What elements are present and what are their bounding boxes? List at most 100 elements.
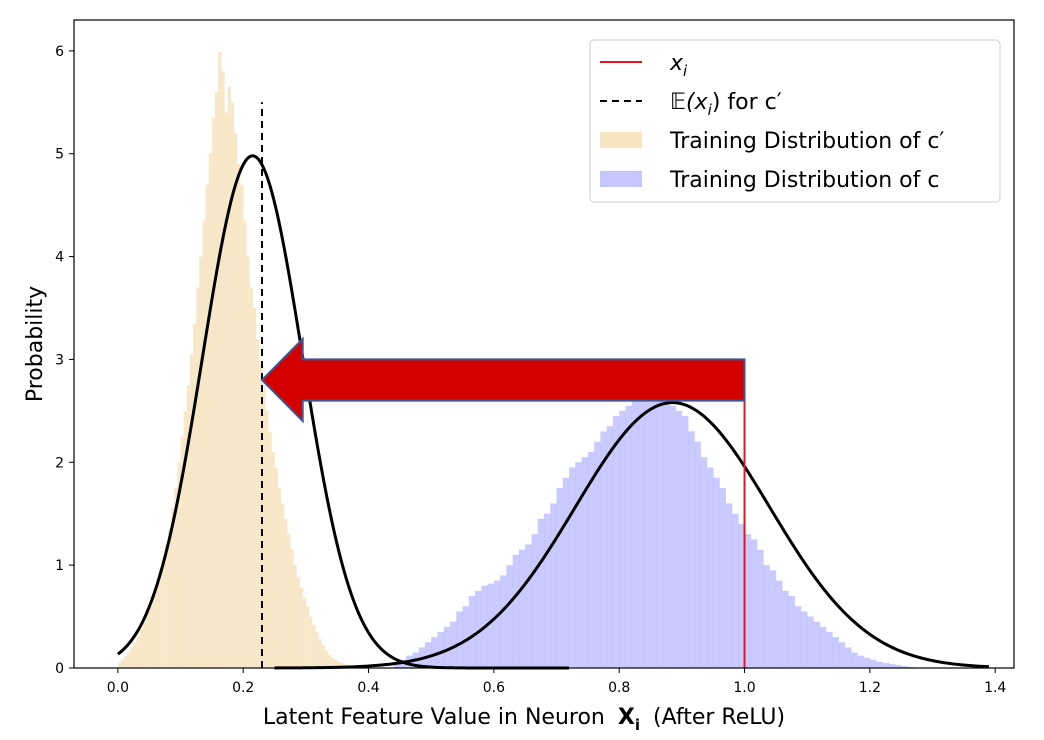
x-tick-label: 1.2 xyxy=(859,680,881,696)
histogram-bar xyxy=(133,642,137,668)
y-tick-label: 4 xyxy=(55,250,64,266)
histogram-bar xyxy=(334,659,338,668)
histogram-bar xyxy=(218,51,222,668)
histogram-bar xyxy=(493,580,501,668)
plot-frame xyxy=(73,19,1015,669)
histogram-bar xyxy=(193,323,197,668)
ticks: 0.0 0.2 0.4 0.6 0.8 1.0 1.2 1.4 0 1 2 3 4 5 6 xyxy=(55,44,1006,696)
histogram-bar xyxy=(136,637,141,668)
histogram-bar xyxy=(518,549,526,668)
histogram-bar xyxy=(581,457,589,668)
histogram-bar xyxy=(305,606,310,668)
histogram-bar xyxy=(211,117,216,668)
histogram-bar xyxy=(393,662,401,668)
histogram-bar xyxy=(531,534,539,668)
x-axis-label-suffix: (After ReLU) xyxy=(653,705,785,730)
histogram-bar xyxy=(832,637,839,668)
histogram-bar xyxy=(894,664,902,668)
histogram-bar xyxy=(268,431,272,668)
x-axis-label-subscript: i xyxy=(635,716,640,734)
histogram-bar xyxy=(164,544,169,668)
x-tick-label: 0.8 xyxy=(608,680,630,696)
histogram-bar xyxy=(243,220,247,669)
legend-label-main: Training Distribution of c′ xyxy=(669,129,944,154)
histogram-bar xyxy=(296,577,300,668)
histogram-bar xyxy=(249,287,253,668)
y-axis-label: Probability xyxy=(23,286,48,402)
histogram-bar xyxy=(706,467,714,668)
histogram-bar xyxy=(819,626,827,668)
arrow-shape xyxy=(260,336,746,424)
histogram-bar xyxy=(227,86,231,669)
y-tick-label: 2 xyxy=(55,455,64,471)
histogram-bar xyxy=(158,570,163,668)
histogram-bar xyxy=(124,655,128,668)
histogram-bar xyxy=(631,400,639,668)
histogram-bar xyxy=(324,650,329,668)
histogram-bar xyxy=(844,647,852,668)
histogram-bar xyxy=(901,665,908,668)
histogram-bar xyxy=(775,580,783,668)
histogram-bar xyxy=(161,560,166,668)
histogram-bar xyxy=(468,596,476,668)
histogram-bar xyxy=(205,184,210,669)
histogram-bar xyxy=(744,534,752,668)
histogram-bar xyxy=(174,488,178,668)
histogram-bar xyxy=(800,611,808,668)
histogram-bar xyxy=(183,410,188,668)
histogram-bar xyxy=(437,632,445,668)
histogram-bar xyxy=(168,529,172,668)
histogram-bar xyxy=(675,410,683,668)
histogram-bar xyxy=(725,503,733,668)
histogram-bar xyxy=(888,663,896,668)
histogram-bar xyxy=(146,611,150,668)
histogram-bar xyxy=(826,632,833,668)
histogram-bar xyxy=(139,628,144,668)
histogram-bar xyxy=(155,585,159,668)
histogram-bar xyxy=(293,565,297,668)
histogram-bar xyxy=(130,647,134,668)
histogram-bar xyxy=(694,441,701,668)
legend-swatch xyxy=(600,132,642,148)
legend-label-rest: ) for c′ xyxy=(712,90,782,115)
histogram-bar xyxy=(769,570,777,668)
histogram-bar xyxy=(450,621,457,668)
histogram-bar xyxy=(196,287,200,668)
histogram-bar xyxy=(851,652,858,668)
histogram-bar xyxy=(246,256,250,668)
histogram-bar xyxy=(221,71,225,668)
legend-label-subscript: i xyxy=(683,62,688,80)
histogram-bar xyxy=(512,554,520,668)
histogram-bar xyxy=(612,416,620,668)
legend-label: Training Distribution of c xyxy=(669,168,939,193)
x-tick-label: 0.2 xyxy=(232,680,254,696)
histogram-bar xyxy=(186,385,191,668)
histogram-bar xyxy=(142,621,147,668)
histogram-bar xyxy=(550,503,557,668)
histogram-bar xyxy=(882,662,889,668)
histogram-bar xyxy=(277,488,282,668)
histogram-bar xyxy=(240,184,244,669)
histogram-bar xyxy=(171,508,175,668)
legend-box xyxy=(589,39,1001,203)
annotations xyxy=(260,336,746,424)
histogram-bar xyxy=(750,539,758,668)
histogram-bar xyxy=(656,392,664,668)
x-tick-label: 0.4 xyxy=(357,680,379,696)
y-tick-label: 5 xyxy=(55,147,64,163)
histogram-bar xyxy=(475,590,482,668)
histogram-bar xyxy=(757,549,764,668)
x-tick-label: 1.4 xyxy=(984,680,1006,696)
x-tick-label: 1.0 xyxy=(733,680,755,696)
histogram-bar xyxy=(556,488,564,668)
y-tick-label: 6 xyxy=(55,44,64,60)
histogram-bar xyxy=(215,92,219,668)
histogram-bar xyxy=(575,462,582,668)
histogram-bar xyxy=(152,596,156,668)
histogram-bar xyxy=(230,102,235,669)
legend-label-main: Training Distribution of c xyxy=(669,168,939,193)
histogram-bar xyxy=(312,624,316,668)
y-tick-label: 3 xyxy=(55,352,64,368)
histogram-bar xyxy=(813,621,821,668)
